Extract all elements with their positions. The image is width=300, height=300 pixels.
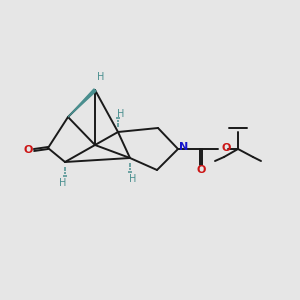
Text: H: H <box>129 174 137 184</box>
Text: H: H <box>97 72 105 82</box>
Text: O: O <box>222 143 231 153</box>
Text: H: H <box>59 178 67 188</box>
Text: O: O <box>23 145 33 155</box>
Text: H: H <box>117 109 125 119</box>
Text: O: O <box>196 165 206 175</box>
Polygon shape <box>68 89 96 117</box>
Text: N: N <box>179 142 188 152</box>
